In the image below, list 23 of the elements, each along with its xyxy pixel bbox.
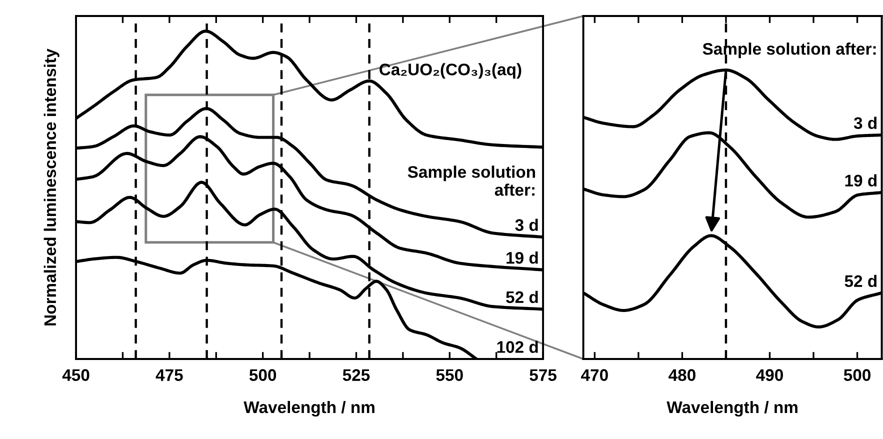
annotation: Sample solution after: [408,166,536,196]
x-axis-title: Wavelength / nm [666,400,798,417]
series-label: 19 d [845,174,877,187]
y-axis-title: Normalized luminescence intensity [44,48,60,326]
series-label: 3 d [854,116,876,130]
series-label: 3 d [515,218,538,231]
x-tick-label: 550 [436,369,463,381]
series-label: 19 d [506,252,538,264]
series-label: 52 d [506,290,538,304]
x-tick-label: 480 [668,369,696,381]
x-tick-label: 500 [249,369,276,381]
x-tick-label: 470 [581,369,608,381]
x-tick-label: 475 [156,369,183,381]
x-tick-label: 525 [342,369,370,381]
x-axis-title: Wavelength / nm [244,400,374,417]
text: Sample solution after: [702,42,876,58]
annotation: Ca₂UO₂(CO₃)₃(aq) [380,63,522,79]
x-tick-label: 500 [844,369,870,381]
series-label: 102 d [497,340,538,353]
x-tick-label: 450 [62,369,90,381]
series-label: 52 d [844,274,877,288]
x-tick-label: 575 [530,369,556,381]
x-tick-label: 490 [756,369,783,381]
